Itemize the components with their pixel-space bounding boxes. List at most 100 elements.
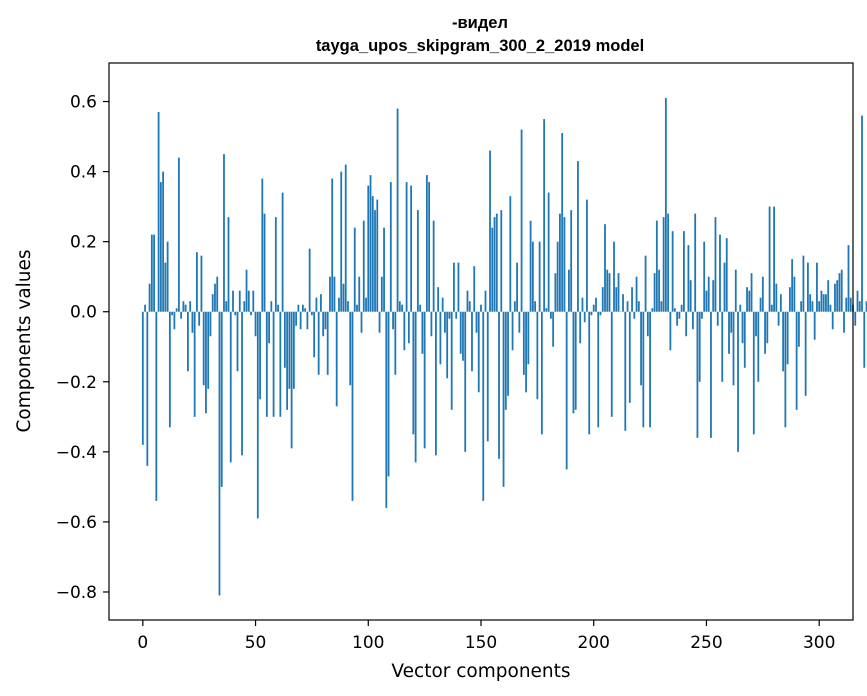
bar: [423, 311, 426, 449]
bar: [719, 234, 721, 312]
bar: [680, 304, 683, 312]
bar: [748, 290, 751, 312]
bar: [507, 311, 509, 396]
bar: [387, 311, 390, 477]
bar: [624, 311, 627, 431]
bar: [543, 119, 546, 312]
bar: [374, 210, 376, 312]
bar: [843, 311, 845, 333]
bar: [360, 311, 363, 333]
bar: [757, 311, 760, 382]
bar: [491, 227, 494, 312]
bar: [831, 311, 834, 330]
bar: [301, 304, 304, 312]
bar: [356, 304, 358, 312]
bar: [570, 210, 573, 312]
bar: [705, 290, 708, 312]
bar: [468, 301, 471, 312]
bar: [818, 301, 821, 312]
x-tick-label: 50: [245, 633, 267, 653]
bar: [540, 311, 543, 435]
x-tick-label: 200: [578, 633, 610, 653]
bar: [268, 311, 270, 344]
bar: [425, 175, 428, 312]
bar: [236, 311, 239, 372]
bar: [428, 182, 431, 312]
bar: [338, 297, 340, 312]
bar: [511, 311, 514, 351]
bar: [707, 276, 710, 312]
bar: [153, 234, 155, 312]
bar: [631, 287, 633, 312]
bar: [380, 276, 383, 312]
bar: [770, 304, 773, 312]
bar: [421, 311, 424, 354]
bar: [836, 280, 839, 312]
bar: [687, 245, 690, 312]
bar: [710, 311, 712, 438]
bar: [168, 311, 171, 428]
bar: [590, 311, 593, 316]
bar: [552, 311, 555, 347]
chart-title: -видел: [452, 14, 508, 32]
bar: [513, 301, 516, 312]
bar: [797, 311, 800, 347]
bar: [714, 217, 717, 312]
x-tick-label: 100: [352, 633, 384, 653]
bar: [577, 161, 579, 312]
bar: [755, 311, 757, 337]
bar: [207, 311, 210, 389]
bar: [383, 227, 385, 312]
bar: [640, 311, 642, 386]
bar: [522, 311, 525, 375]
bar: [534, 301, 537, 312]
bar: [588, 311, 591, 435]
bar: [313, 311, 316, 358]
bar: [583, 311, 586, 323]
bar: [340, 171, 343, 312]
bar: [493, 217, 496, 312]
bar: [732, 311, 735, 386]
bar: [320, 294, 322, 312]
bar: [304, 308, 307, 312]
bar: [655, 220, 658, 312]
bar: [209, 311, 212, 337]
bar: [694, 213, 697, 312]
bar: [829, 304, 832, 312]
bar: [840, 269, 843, 312]
bar: [768, 206, 771, 312]
bar: [549, 311, 552, 319]
bar: [653, 273, 656, 312]
bar: [628, 311, 631, 403]
plot-frame: [108, 62, 854, 621]
bar: [326, 311, 329, 375]
bar: [604, 224, 606, 312]
bar: [155, 311, 158, 501]
bar: [791, 259, 794, 312]
bar: [683, 231, 685, 312]
bar: [854, 311, 857, 326]
bar: [802, 255, 805, 312]
bar: [834, 283, 836, 312]
bar: [556, 241, 559, 312]
y-axis-label: Components values: [14, 249, 35, 432]
bar: [150, 234, 153, 312]
bar: [489, 150, 491, 312]
bar: [238, 290, 241, 312]
bar: [685, 311, 688, 337]
bar: [807, 262, 809, 312]
bar: [182, 301, 185, 312]
bar: [811, 301, 814, 312]
bar: [561, 133, 564, 312]
bar: [462, 311, 464, 361]
bar: [218, 311, 221, 596]
bar: [509, 196, 512, 312]
bar: [500, 210, 503, 312]
bar: [716, 311, 719, 326]
bar: [175, 308, 178, 312]
bar: [263, 213, 266, 312]
bar: [457, 262, 460, 312]
bar: [849, 297, 852, 312]
bar: [592, 304, 595, 312]
bar: [662, 217, 665, 312]
